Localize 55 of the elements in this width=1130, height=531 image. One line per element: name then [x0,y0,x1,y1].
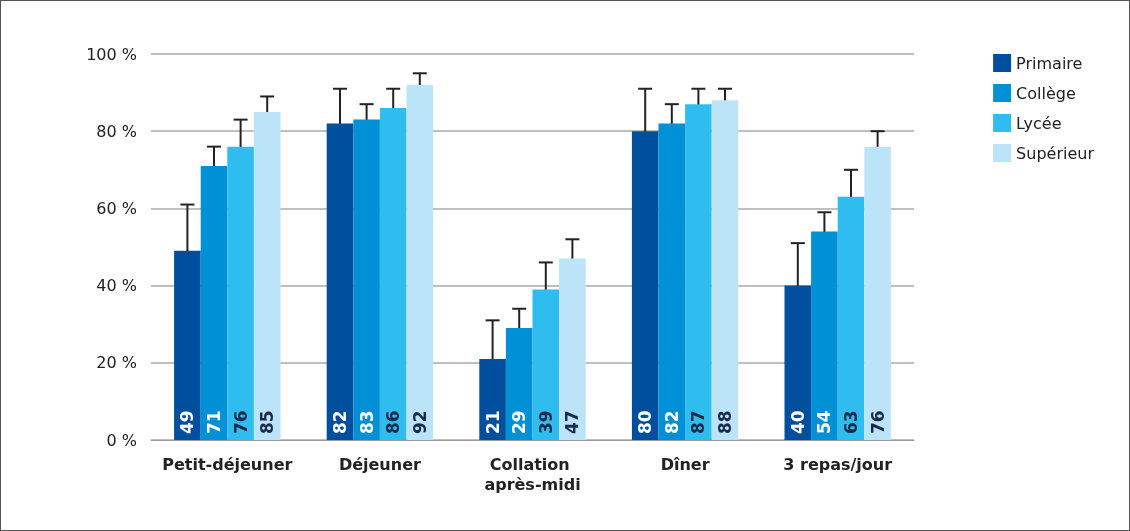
bar [685,104,712,440]
x-tick-label: Collation après-midi [484,454,581,494]
bar [479,358,506,440]
data-label: 39 [535,410,556,434]
y-tick-label: 0 % [106,430,137,450]
data-label: 83 [356,410,377,434]
bar [837,196,865,440]
bar [631,131,659,440]
data-label: 76 [230,410,251,434]
x-tick-label: Petit-déjeuner [162,454,293,474]
data-label: 63 [841,410,861,434]
data-label: 29 [509,410,530,434]
data-label: 86 [383,410,404,434]
bar [559,258,586,440]
bar [174,250,201,440]
legend-label: Lycée [1016,113,1062,133]
bar [253,111,281,440]
data-label: 92 [409,410,430,434]
data-label: 76 [867,410,888,434]
legend-label: Collège [1016,83,1076,103]
data-label: 49 [177,410,198,434]
bar [532,289,560,440]
bar [658,123,686,440]
x-tick-label: 3 repas/jour [783,454,893,474]
bar [505,328,533,440]
y-tick-label: 60 % [96,198,137,218]
bar [353,119,380,440]
data-label: 47 [562,410,583,434]
data-label: 82 [661,410,682,434]
bar [379,108,407,440]
data-label: 21 [482,410,503,434]
x-tick-label: Dîner [660,454,710,474]
data-label: 87 [688,410,709,434]
y-tick-label: 20 % [96,353,137,373]
data-label: 80 [635,410,656,434]
legend-label: Primaire [1016,53,1083,73]
data-label: 40 [787,410,808,434]
bar [406,84,434,440]
data-label: 71 [204,410,224,434]
bar [326,123,354,440]
legend-label: Supérieur [1016,143,1095,163]
y-tick-label: 40 % [96,276,137,296]
data-label: 85 [257,410,278,434]
bar [200,165,228,440]
bar [784,285,812,440]
data-label: 82 [330,410,350,434]
data-label: 88 [715,410,735,434]
data-label: 54 [814,410,835,434]
bar [811,231,838,440]
bar [711,100,739,440]
y-tick-label: 100 % [86,44,137,64]
bar [227,146,254,440]
bar [864,146,891,440]
x-tick-label: Déjeuner [338,454,421,474]
y-tick-label: 80 % [96,121,137,141]
